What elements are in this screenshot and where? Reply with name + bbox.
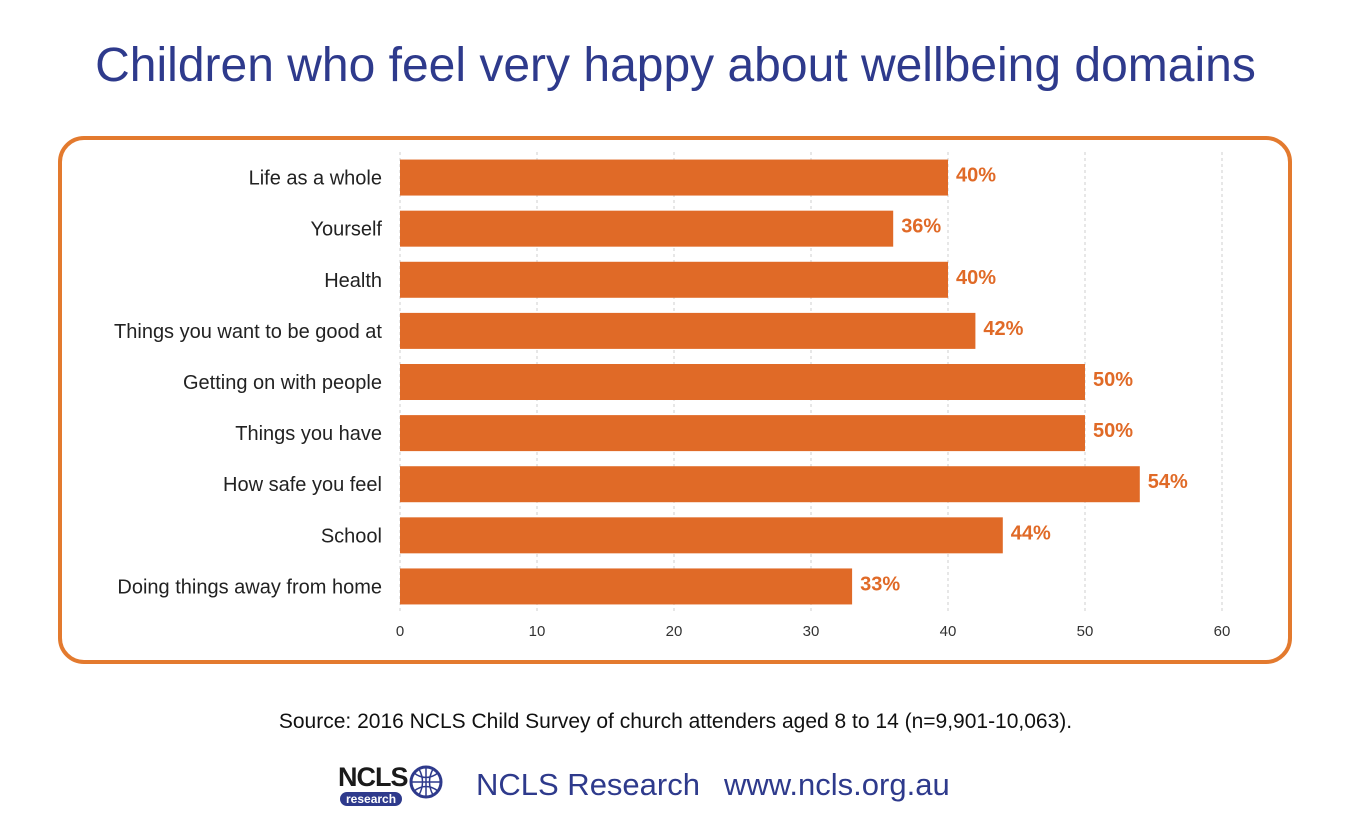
bar bbox=[400, 517, 1003, 554]
x-tick-label: 50 bbox=[1077, 623, 1094, 640]
category-label: Getting on with people bbox=[183, 372, 382, 394]
data-label: 40% bbox=[956, 267, 996, 289]
ncls-logo: NCLS research bbox=[334, 760, 446, 810]
bar bbox=[400, 415, 1085, 452]
data-label: 42% bbox=[983, 318, 1023, 340]
category-label: Health bbox=[324, 270, 382, 292]
bar bbox=[400, 261, 948, 298]
x-tick-label: 10 bbox=[529, 623, 546, 640]
footer-text: NCLS Research www.ncls.org.au bbox=[476, 767, 950, 803]
data-label: 54% bbox=[1148, 471, 1188, 493]
bar bbox=[400, 466, 1140, 503]
footer: NCLS research NCLS Research www.ncls.org.… bbox=[334, 760, 950, 810]
data-label: 50% bbox=[1093, 420, 1133, 442]
logo-wordmark: NCLS bbox=[338, 762, 408, 792]
bar-chart: 0 10 20 30 40 50 60 Life as a whole 40% Yourself 3… bbox=[114, 152, 1231, 640]
bar bbox=[400, 210, 894, 247]
category-label: Doing things away from home bbox=[117, 576, 382, 598]
x-tick-label: 40 bbox=[940, 623, 957, 640]
data-label: 44% bbox=[1011, 522, 1051, 544]
source-note: Source: 2016 NCLS Child Survey of church… bbox=[278, 710, 1073, 733]
category-label: Things you want to be good at bbox=[114, 321, 382, 343]
category-label: Life as a whole bbox=[249, 168, 382, 190]
data-label: 40% bbox=[956, 165, 996, 187]
data-label: 50% bbox=[1093, 369, 1133, 391]
category-label: How safe you feel bbox=[223, 474, 382, 496]
category-label: School bbox=[321, 525, 382, 547]
bar bbox=[400, 568, 853, 605]
data-label: 33% bbox=[860, 573, 900, 595]
x-tick-label: 30 bbox=[803, 623, 820, 640]
bar bbox=[400, 159, 948, 196]
bar bbox=[400, 364, 1085, 400]
chart-frame bbox=[58, 136, 1292, 664]
bar bbox=[400, 312, 976, 349]
website-link[interactable]: www.ncls.org.au bbox=[723, 767, 950, 802]
x-tick-label: 60 bbox=[1214, 623, 1231, 640]
data-label: 36% bbox=[901, 216, 941, 238]
globe-icon bbox=[409, 765, 443, 799]
x-tick-label: 0 bbox=[396, 623, 404, 640]
category-label: Things you have bbox=[235, 423, 382, 445]
x-tick-label: 20 bbox=[666, 623, 683, 640]
org-name: NCLS Research bbox=[476, 767, 700, 802]
chart-title: Children who feel very happy about wellb… bbox=[95, 39, 1256, 92]
logo-subtext: research bbox=[340, 792, 403, 806]
category-label: Yourself bbox=[310, 219, 382, 241]
